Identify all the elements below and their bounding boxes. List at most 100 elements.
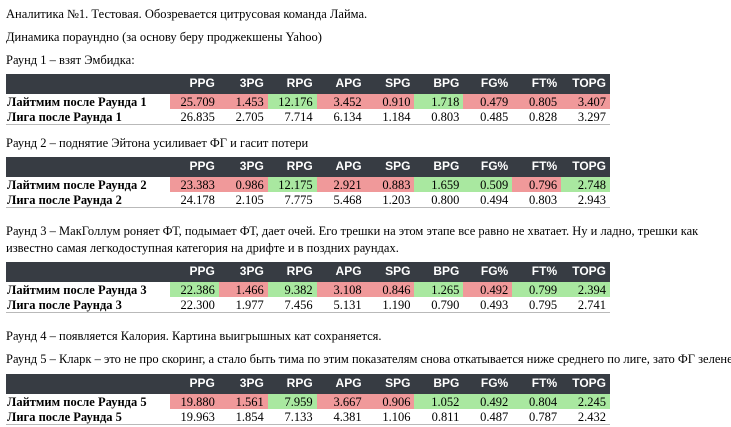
lime-row: Лайтмим после Раунда 1 25.709 1.453 12.176 3… xyxy=(6,92,611,109)
column-header-1: 3PG xyxy=(218,74,268,93)
stat-cell: 1.203 xyxy=(365,192,415,208)
stat-cell: 12.176 xyxy=(267,92,317,109)
stat-cell: 3.297 xyxy=(561,109,611,125)
stat-cell: 3.108 xyxy=(316,280,366,297)
stat-cell: 2.943 xyxy=(561,192,611,208)
stat-cell: 0.828 xyxy=(512,109,562,125)
stat-cell: 7.133 xyxy=(267,409,317,425)
row-label: Лига после Раунда 5 xyxy=(6,409,170,425)
column-header-2: RPG xyxy=(267,157,317,176)
stat-cell: 12.175 xyxy=(267,175,317,192)
column-header-6: FG% xyxy=(463,374,513,393)
stat-cell: 7.456 xyxy=(267,297,317,313)
header-corner xyxy=(6,74,170,93)
stat-cell: 1.106 xyxy=(365,409,415,425)
row-label: Лайтмим после Раунда 3 xyxy=(6,280,170,297)
league-row: Лига после Раунда 5 19.963 1.854 7.133 4.381… xyxy=(6,409,611,425)
stat-cell: 1.561 xyxy=(218,392,268,409)
stat-cell: 0.485 xyxy=(463,109,513,125)
table-header-row: PPG 3PG RPG APG SPG BPG FG% FT% TOPG xyxy=(6,374,611,393)
column-header-2: RPG xyxy=(267,74,317,93)
page-title: Аналитика №1. Тестовая. Обозревается цит… xyxy=(6,7,368,21)
stat-cell: 0.910 xyxy=(365,92,415,109)
stat-cell: 3.407 xyxy=(561,92,611,109)
column-header-4: SPG xyxy=(365,374,415,393)
stat-cell: 0.492 xyxy=(463,392,513,409)
stat-cell: 0.492 xyxy=(463,280,513,297)
round-1-caption: Раунд 1 – взят Эмбидка: xyxy=(6,53,135,67)
column-header-4: SPG xyxy=(365,262,415,281)
stat-cell: 0.509 xyxy=(463,175,513,192)
table-header-row: PPG 3PG RPG APG SPG BPG FG% FT% TOPG xyxy=(6,74,611,93)
row-label: Лига после Раунда 2 xyxy=(6,192,170,208)
stat-cell: 1.453 xyxy=(218,92,268,109)
stat-cell: 0.787 xyxy=(512,409,562,425)
column-header-2: RPG xyxy=(267,374,317,393)
round-3-caption: Раунд 3 – МакГоллум роняет ФТ, подымает … xyxy=(6,224,699,255)
league-row: Лига после Раунда 3 22.300 1.977 7.456 5.131… xyxy=(6,297,611,313)
column-header-8: TOPG xyxy=(561,262,611,281)
column-header-7: FT% xyxy=(512,74,562,93)
stat-cell: 25.709 xyxy=(170,92,219,109)
column-header-0: PPG xyxy=(170,74,219,93)
header-corner xyxy=(6,374,170,393)
table-header-row: PPG 3PG RPG APG SPG BPG FG% FT% TOPG xyxy=(6,262,611,281)
stat-cell: 1.190 xyxy=(365,297,415,313)
column-header-7: FT% xyxy=(512,157,562,176)
stat-cell: 2.432 xyxy=(561,409,611,425)
lime-row: Лайтмим после Раунда 3 22.386 1.466 9.382 3.… xyxy=(6,280,611,297)
round-5-caption: Раунд 5 – Кларк – это не про скоринг, а … xyxy=(6,352,731,366)
stat-cell: 22.300 xyxy=(170,297,219,313)
header-corner xyxy=(6,157,170,176)
column-header-2: RPG xyxy=(267,262,317,281)
stat-cell: 2.748 xyxy=(561,175,611,192)
column-header-8: TOPG xyxy=(561,157,611,176)
stat-cell: 2.705 xyxy=(218,109,268,125)
column-header-5: BPG xyxy=(414,262,464,281)
stat-cell: 23.383 xyxy=(170,175,219,192)
stat-cell: 6.134 xyxy=(316,109,366,125)
lime-row: Лайтмим после Раунда 2 23.383 0.986 12.175 2… xyxy=(6,175,611,192)
round-3-table: PPG 3PG RPG APG SPG BPG FG% FT% TOPG Лайтмим посл… xyxy=(6,262,611,313)
stat-cell: 0.790 xyxy=(414,297,464,313)
stat-cell: 0.986 xyxy=(218,175,268,192)
column-header-0: PPG xyxy=(170,374,219,393)
stat-cell: 2.394 xyxy=(561,280,611,297)
column-header-3: APG xyxy=(316,262,366,281)
column-header-3: APG xyxy=(316,74,366,93)
column-header-8: TOPG xyxy=(561,374,611,393)
stat-cell: 26.835 xyxy=(170,109,219,125)
stat-cell: 0.799 xyxy=(512,280,562,297)
header-corner xyxy=(6,262,170,281)
column-header-3: APG xyxy=(316,374,366,393)
stat-cell: 0.906 xyxy=(365,392,415,409)
stat-cell: 0.494 xyxy=(463,192,513,208)
lime-row: Лайтмим после Раунда 5 19.880 1.561 7.959 3.… xyxy=(6,392,611,409)
stat-cell: 0.811 xyxy=(414,409,464,425)
stat-cell: 5.131 xyxy=(316,297,366,313)
stat-cell: 19.880 xyxy=(170,392,219,409)
stat-cell: 5.468 xyxy=(316,192,366,208)
column-header-6: FG% xyxy=(463,262,513,281)
stat-cell: 0.796 xyxy=(512,175,562,192)
stat-cell: 2.741 xyxy=(561,297,611,313)
column-header-1: 3PG xyxy=(218,262,268,281)
stat-cell: 0.487 xyxy=(463,409,513,425)
column-header-1: 3PG xyxy=(218,374,268,393)
stat-cell: 4.381 xyxy=(316,409,366,425)
stat-cell: 1.659 xyxy=(414,175,464,192)
column-header-1: 3PG xyxy=(218,157,268,176)
stat-cell: 0.795 xyxy=(512,297,562,313)
column-header-6: FG% xyxy=(463,157,513,176)
column-header-0: PPG xyxy=(170,157,219,176)
stat-cell: 0.883 xyxy=(365,175,415,192)
round-2-caption: Раунд 2 – поднятие Эйтона усиливает ФГ и… xyxy=(6,136,309,150)
column-header-8: TOPG xyxy=(561,74,611,93)
stat-cell: 2.245 xyxy=(561,392,611,409)
stat-cell: 3.452 xyxy=(316,92,366,109)
stat-cell: 2.921 xyxy=(316,175,366,192)
stat-cell: 19.963 xyxy=(170,409,219,425)
column-header-0: PPG xyxy=(170,262,219,281)
stat-cell: 1.052 xyxy=(414,392,464,409)
stat-cell: 24.178 xyxy=(170,192,219,208)
